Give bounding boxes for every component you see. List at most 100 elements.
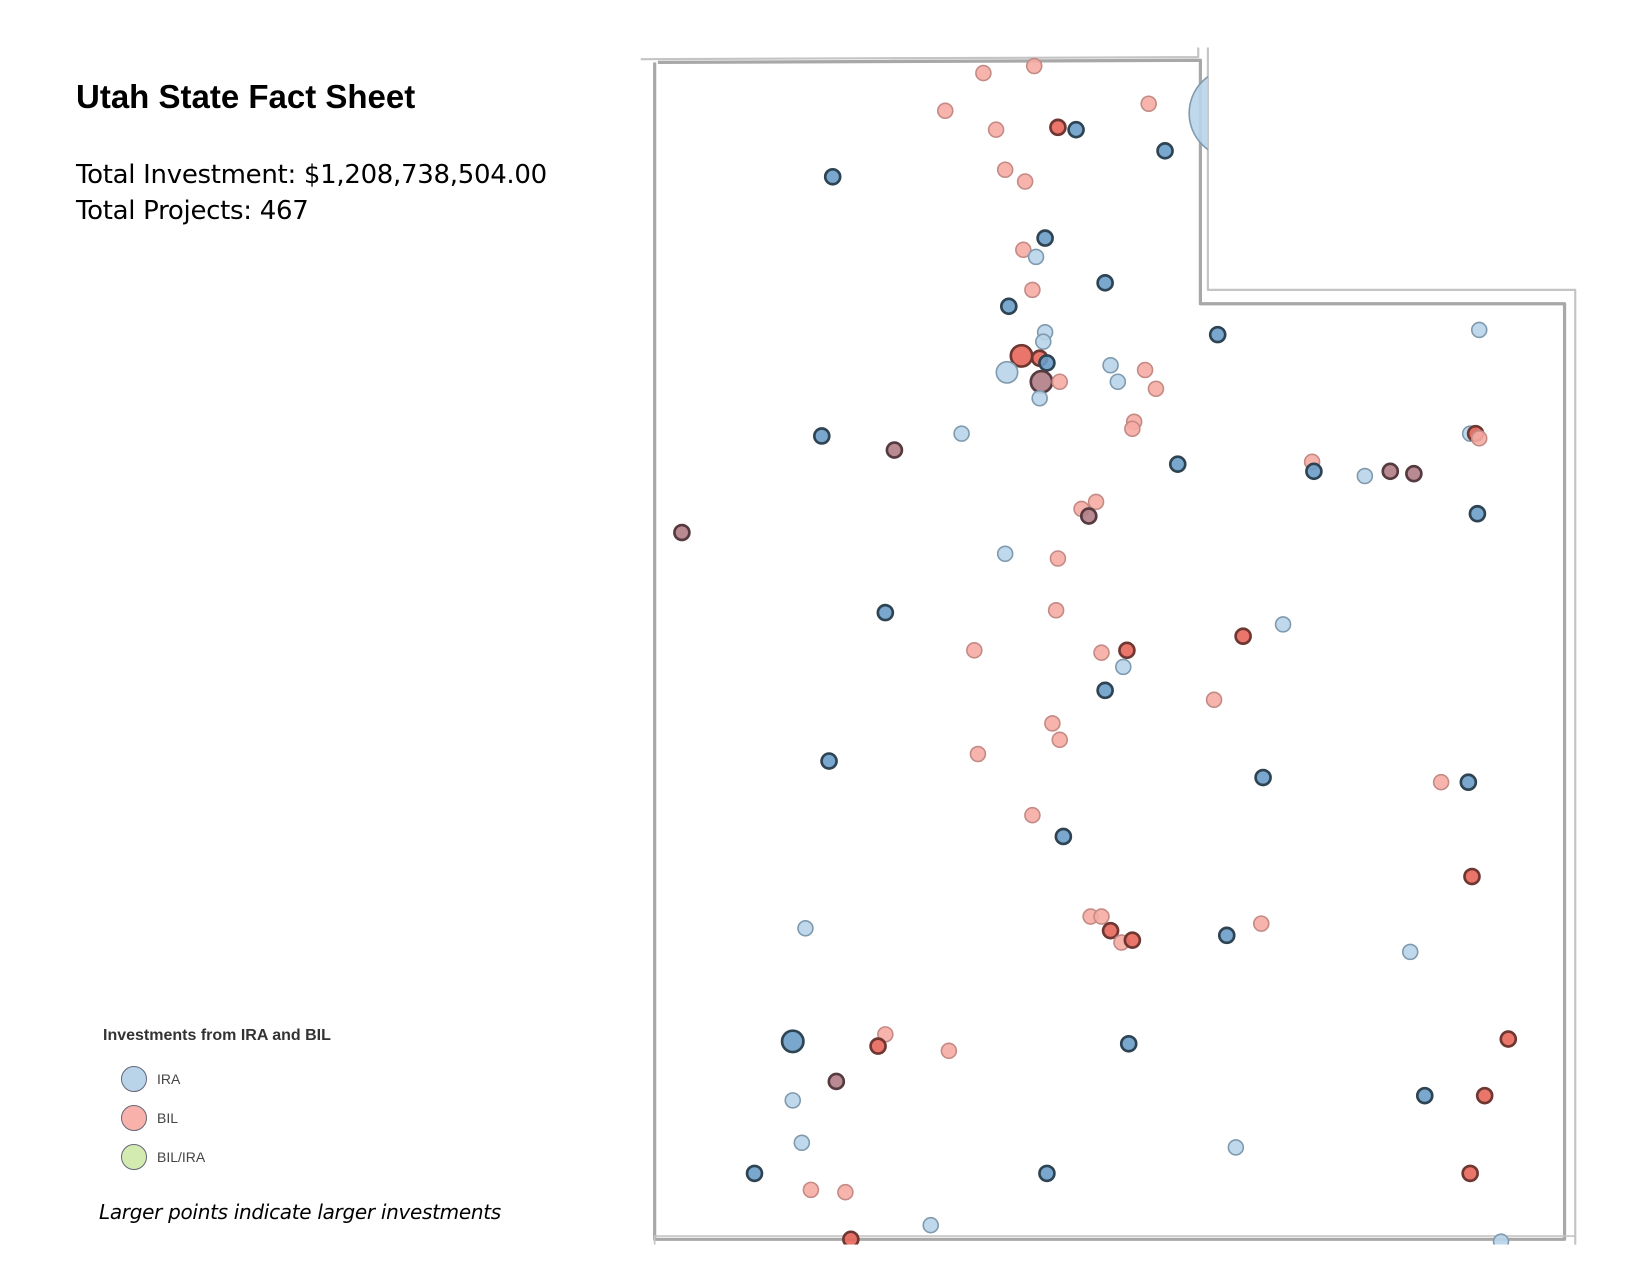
- investment-point-bil[interactable]: [1461, 1164, 1479, 1183]
- investment-point-mix[interactable]: [1405, 464, 1423, 483]
- investment-point-ira[interactable]: [953, 425, 970, 442]
- investment-point-bil[interactable]: [1234, 627, 1252, 646]
- investment-point-ira[interactable]: [1208, 325, 1227, 344]
- investment-point-bil[interactable]: [1044, 715, 1061, 732]
- total-projects: Total Projects: 467: [76, 196, 309, 226]
- investment-point-mix[interactable]: [1079, 507, 1098, 525]
- investment-point-ira[interactable]: [1156, 142, 1174, 160]
- investment-point-bil[interactable]: [1025, 57, 1043, 75]
- investment-point-bil[interactable]: [1118, 641, 1136, 660]
- investment-point-ira[interactable]: [876, 603, 895, 622]
- investment-point-ira[interactable]: [995, 360, 1019, 384]
- investment-point-ira[interactable]: [1254, 768, 1272, 787]
- investment-point-bil[interactable]: [1252, 915, 1270, 932]
- investment-point-ira[interactable]: [1096, 681, 1114, 700]
- investment-point-bil[interactable]: [1051, 731, 1069, 749]
- investment-point-bil[interactable]: [1087, 493, 1105, 511]
- investment-point-ira[interactable]: [1102, 357, 1119, 374]
- investment-point-bil[interactable]: [1147, 380, 1165, 398]
- investment-point-ira[interactable]: [1054, 827, 1073, 846]
- investment-point-bil[interactable]: [1015, 241, 1032, 259]
- investment-point-bil[interactable]: [1016, 173, 1034, 190]
- investment-point-ira[interactable]: [1109, 373, 1127, 390]
- investment-point-ira[interactable]: [1492, 1233, 1510, 1249]
- investment-point-ira[interactable]: [1038, 354, 1056, 372]
- investment-point-mix[interactable]: [1381, 462, 1400, 481]
- investment-point-bil[interactable]: [842, 1230, 860, 1247]
- investment-point-ira[interactable]: [1305, 462, 1323, 481]
- investment-point-ira[interactable]: [922, 1216, 940, 1234]
- investment-point-bil[interactable]: [1124, 420, 1141, 438]
- investment-point-bil[interactable]: [996, 161, 1014, 179]
- investment-point-bil[interactable]: [1205, 691, 1223, 709]
- investment-point-ira[interactable]: [784, 1092, 802, 1109]
- investment-point-ira[interactable]: [745, 1164, 764, 1183]
- investment-point-ira[interactable]: [1096, 274, 1114, 292]
- investment-point-bil[interactable]: [1470, 430, 1488, 447]
- investment-point-ira[interactable]: [1227, 1139, 1245, 1156]
- investment-point-bil[interactable]: [802, 1181, 820, 1199]
- investment-point-bil[interactable]: [1499, 1030, 1518, 1048]
- investment-point-bil[interactable]: [1475, 1086, 1494, 1105]
- investment-point-bil[interactable]: [1463, 867, 1481, 886]
- investment-point-bil[interactable]: [1051, 373, 1069, 390]
- legend-item-ira: IRA: [121, 1064, 180, 1094]
- state-border: [640, 47, 1577, 1245]
- investment-point-ira[interactable]: [1217, 926, 1236, 945]
- investment-point-ira[interactable]: [999, 297, 1018, 316]
- investment-point-bil[interactable]: [936, 102, 954, 120]
- investment-point-ira[interactable]: [996, 545, 1014, 563]
- investment-point-ira[interactable]: [1036, 229, 1054, 247]
- investment-point-mix[interactable]: [827, 1072, 846, 1091]
- investment-point-ira[interactable]: [797, 920, 814, 937]
- investment-point-bil[interactable]: [837, 1183, 854, 1201]
- investment-point-mix[interactable]: [885, 441, 904, 459]
- investment-point-bil[interactable]: [869, 1037, 887, 1055]
- investment-point-mix[interactable]: [1029, 369, 1054, 394]
- investment-point-bil[interactable]: [1049, 118, 1067, 137]
- investment-point-ira[interactable]: [820, 752, 838, 770]
- investment-point-ira[interactable]: [1468, 504, 1487, 523]
- investment-point-bil[interactable]: [1101, 921, 1120, 940]
- investment-point-ira[interactable]: [1415, 1086, 1434, 1105]
- investment-point-ira[interactable]: [1188, 67, 1280, 159]
- investment-point-ira[interactable]: [793, 1134, 811, 1152]
- investment-point-ira[interactable]: [1401, 943, 1419, 961]
- investment-point-bil[interactable]: [969, 745, 987, 763]
- investment-point-bil[interactable]: [1049, 550, 1067, 567]
- investment-point-bil[interactable]: [1024, 806, 1041, 824]
- investment-point-bil[interactable]: [1047, 601, 1065, 619]
- investment-point-ira[interactable]: [1119, 1034, 1138, 1053]
- investment-point-ira[interactable]: [1168, 455, 1187, 473]
- investment-point-bil[interactable]: [975, 64, 992, 82]
- investment-point-ira[interactable]: [1067, 120, 1085, 139]
- investment-point-ira[interactable]: [780, 1029, 805, 1054]
- investment-point-bil[interactable]: [1432, 773, 1450, 791]
- investment-point-ira[interactable]: [1027, 248, 1045, 266]
- investment-point-bil[interactable]: [1024, 281, 1041, 299]
- ira-circle-icon: [121, 1066, 147, 1092]
- investment-point-bil[interactable]: [1093, 644, 1110, 661]
- investment-point-ira[interactable]: [1274, 616, 1292, 633]
- investment-point-ira[interactable]: [823, 167, 842, 186]
- investment-point-ira[interactable]: [1459, 773, 1478, 792]
- investment-point-ira[interactable]: [1470, 321, 1488, 339]
- investment-point-ira[interactable]: [812, 427, 831, 445]
- investment-point-bil[interactable]: [1093, 908, 1110, 925]
- legend-item-bil-ira: BIL/IRA: [121, 1142, 205, 1172]
- investment-point-bil[interactable]: [1136, 361, 1154, 379]
- investment-point-ira[interactable]: [1031, 389, 1048, 407]
- investment-point-ira[interactable]: [1356, 467, 1374, 485]
- investment-point-bil[interactable]: [940, 1042, 958, 1060]
- investment-point-mix[interactable]: [673, 523, 691, 542]
- investment-point-bil[interactable]: [987, 121, 1005, 138]
- investment-point-bil[interactable]: [966, 642, 983, 659]
- legend-label: BIL: [157, 1110, 179, 1126]
- investment-point-ira[interactable]: [1115, 658, 1132, 676]
- investment-point-bil[interactable]: [1123, 931, 1142, 949]
- investment-point-ira[interactable]: [1038, 1164, 1056, 1183]
- legend-note: Larger points indicate larger investment…: [99, 1200, 501, 1224]
- legend-label: IRA: [157, 1071, 181, 1087]
- investment-point-ira[interactable]: [1035, 333, 1052, 350]
- investment-point-bil[interactable]: [1140, 95, 1157, 113]
